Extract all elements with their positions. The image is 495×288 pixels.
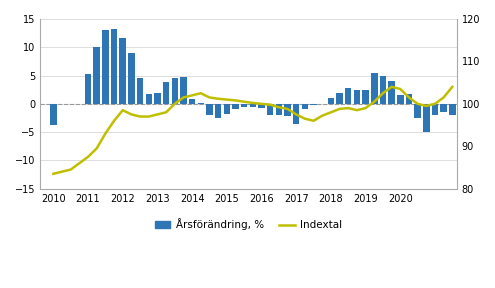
Bar <box>111 29 117 104</box>
Bar <box>137 78 144 104</box>
Bar <box>85 74 91 104</box>
Bar <box>397 95 403 104</box>
Bar <box>441 104 447 112</box>
Bar <box>94 47 100 104</box>
Bar <box>449 104 455 115</box>
Bar <box>198 103 204 104</box>
Bar <box>345 88 351 104</box>
Bar <box>206 104 213 115</box>
Bar <box>336 92 343 104</box>
Bar <box>389 81 395 104</box>
Bar <box>284 104 291 116</box>
Bar <box>119 38 126 104</box>
Bar <box>163 82 169 104</box>
Bar <box>293 104 299 124</box>
Bar <box>362 90 369 104</box>
Bar <box>406 94 412 104</box>
Bar <box>328 98 334 104</box>
Bar <box>215 104 221 118</box>
Bar <box>102 30 109 104</box>
Bar <box>310 104 317 105</box>
Bar <box>267 104 273 115</box>
Legend: Årsförändring, %, Indextal: Årsförändring, %, Indextal <box>150 214 346 234</box>
Bar <box>50 104 56 125</box>
Bar <box>172 78 178 104</box>
Bar <box>414 104 421 118</box>
Bar <box>189 99 196 104</box>
Bar <box>432 104 438 115</box>
Bar <box>301 104 308 109</box>
Bar <box>224 104 230 114</box>
Bar <box>180 77 187 104</box>
Bar <box>128 53 135 104</box>
Bar <box>146 94 152 104</box>
Bar <box>371 73 378 104</box>
Bar <box>423 104 430 132</box>
Bar <box>154 92 161 104</box>
Bar <box>258 104 265 108</box>
Bar <box>241 104 248 107</box>
Bar <box>276 104 282 115</box>
Bar <box>380 75 386 104</box>
Bar <box>249 104 256 107</box>
Bar <box>232 104 239 109</box>
Bar <box>353 90 360 104</box>
